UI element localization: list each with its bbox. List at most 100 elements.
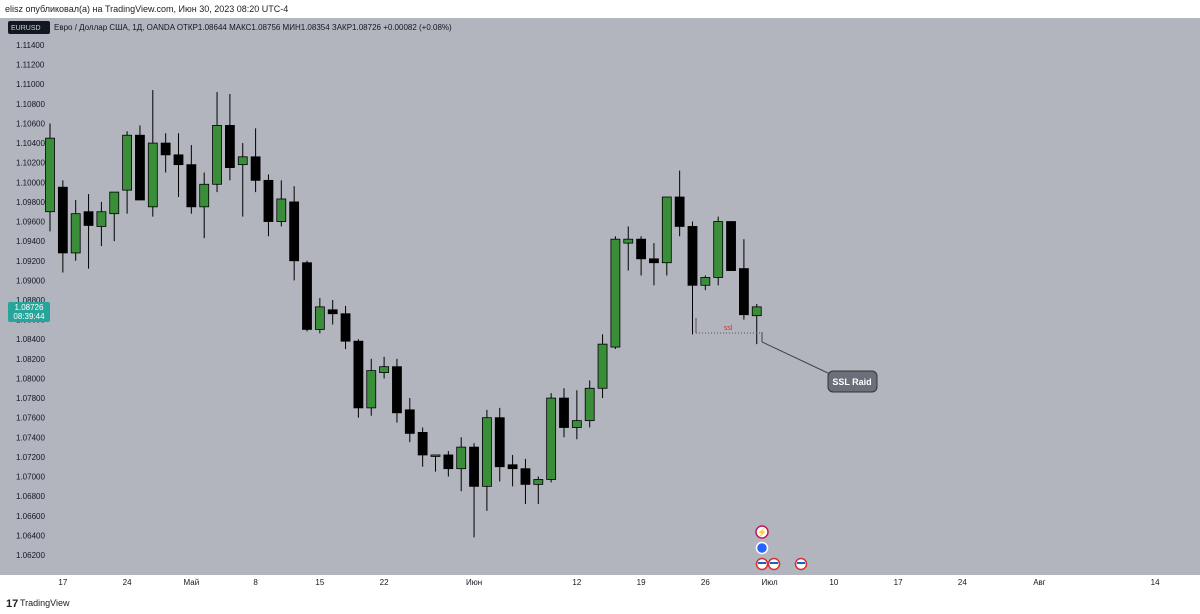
candle-body[interactable] <box>713 221 724 278</box>
candle-body[interactable] <box>571 420 582 428</box>
candle-body[interactable] <box>353 340 364 409</box>
flag-stripe-icon <box>770 562 778 564</box>
flag-stripe-icon <box>758 562 766 564</box>
candle-body[interactable] <box>314 306 325 330</box>
candle-body[interactable] <box>674 196 685 227</box>
x-tick-label: 14 <box>1151 578 1160 587</box>
tradingview-brand[interactable]: TradingView <box>20 598 70 608</box>
x-tick-label: 8 <box>253 578 258 587</box>
candle-body[interactable] <box>340 313 351 342</box>
candle-body[interactable] <box>687 226 698 286</box>
candle-body[interactable] <box>289 201 300 262</box>
candle-body[interactable] <box>160 142 171 156</box>
y-tick-label: 1.07000 <box>16 473 45 482</box>
flag-stripe-icon <box>797 562 805 564</box>
candle-body[interactable] <box>700 277 711 286</box>
y-tick-label: 1.11000 <box>16 80 45 89</box>
current-price-value: 1.08726 <box>15 303 44 312</box>
candle-body[interactable] <box>649 258 659 264</box>
candle-body[interactable] <box>507 464 518 470</box>
candle-body[interactable] <box>636 238 646 260</box>
candle-body[interactable] <box>70 213 81 254</box>
candle-body[interactable] <box>584 387 595 422</box>
ssl-raid-callout[interactable] <box>827 370 878 393</box>
candle-body[interactable] <box>379 366 390 373</box>
candle-body[interactable] <box>57 186 68 254</box>
candle-body[interactable] <box>443 454 454 470</box>
candle-body[interactable] <box>109 191 120 215</box>
candle-body[interactable] <box>417 432 428 456</box>
x-axis: 17 24 Май 8 15 22 Июн 12 19 26 Июл 10 17 24 Авг 14 <box>58 578 1160 587</box>
y-tick-label: 1.09200 <box>16 257 45 266</box>
x-tick-label: Июл <box>761 578 778 587</box>
candle-body[interactable] <box>623 238 634 244</box>
candle-body[interactable] <box>366 370 377 409</box>
current-price-tag <box>8 302 50 322</box>
candle-body[interactable] <box>430 454 441 457</box>
chart-area[interactable] <box>0 18 1200 575</box>
candle-body[interactable] <box>456 446 467 470</box>
publisher-line: elisz опубликовал(а) на TradingView.com,… <box>5 4 289 14</box>
x-tick-label: 15 <box>315 578 324 587</box>
candle-body[interactable] <box>237 156 248 166</box>
candle-body[interactable] <box>224 125 235 168</box>
candle-body[interactable] <box>302 262 312 330</box>
x-tick-label: 26 <box>701 578 710 587</box>
candle-body[interactable] <box>135 134 145 201</box>
tradingview-logo-icon[interactable]: 17 <box>6 598 19 610</box>
y-tick-label: 1.06600 <box>16 512 45 521</box>
x-tick-label: Июн <box>466 578 482 587</box>
candle-body[interactable] <box>481 417 492 487</box>
x-tick-label: Авг <box>1033 578 1046 587</box>
x-tick-label: 12 <box>572 578 581 587</box>
y-tick-label: 1.07400 <box>16 433 45 442</box>
candle-body[interactable] <box>45 137 55 213</box>
y-tick-label: 1.09000 <box>16 276 45 285</box>
candle-body[interactable] <box>327 309 338 315</box>
y-tick-label: 1.09600 <box>16 218 45 227</box>
candle-body[interactable] <box>212 125 222 185</box>
candle-body[interactable] <box>404 409 415 434</box>
candle-body[interactable] <box>726 221 736 271</box>
candle-body[interactable] <box>739 268 749 316</box>
candle-body[interactable] <box>751 306 762 317</box>
candle-body[interactable] <box>186 164 197 208</box>
candle-body[interactable] <box>661 196 672 264</box>
y-tick-label: 1.07600 <box>16 414 45 423</box>
x-tick-label: 17 <box>58 578 67 587</box>
ssl-label: ssl <box>724 325 733 332</box>
dividend-event-icon[interactable] <box>755 525 769 539</box>
ssl-raid-text: SSL Raid <box>832 377 871 387</box>
y-tick-label: 1.11200 <box>16 61 45 70</box>
candle-body[interactable] <box>494 417 505 468</box>
candle-body[interactable] <box>263 179 274 222</box>
candle-body[interactable] <box>546 397 557 480</box>
candle-body[interactable] <box>276 198 287 222</box>
earnings-event-icon[interactable] <box>755 541 769 555</box>
y-tick-label: 1.06200 <box>16 551 45 560</box>
countdown-timer: 08:39:44 <box>13 312 45 321</box>
symbol-box[interactable] <box>8 21 50 34</box>
candle-body[interactable] <box>559 397 569 428</box>
candle-body[interactable] <box>520 468 531 485</box>
candle-body[interactable] <box>83 211 94 226</box>
y-tick-label: 1.10400 <box>16 139 45 148</box>
candle-body[interactable] <box>610 238 621 348</box>
candle-body[interactable] <box>147 142 158 208</box>
candle-body[interactable] <box>173 154 184 166</box>
x-tick-label: 24 <box>958 578 967 587</box>
candle-body[interactable] <box>122 134 132 191</box>
candle-body[interactable] <box>250 156 261 181</box>
candle-body[interactable] <box>469 446 479 487</box>
y-tick-label: 1.09400 <box>16 237 45 246</box>
candle-body[interactable] <box>96 211 107 227</box>
footer: 17 TradingView <box>0 592 1200 614</box>
candle-body[interactable] <box>597 343 608 389</box>
candle-body[interactable] <box>392 366 402 414</box>
candle-body[interactable] <box>533 479 544 485</box>
event-icons: ⚡ <box>755 525 808 571</box>
y-tick-label: 1.06800 <box>16 492 45 501</box>
candle-body[interactable] <box>199 183 210 208</box>
y-tick-label: 1.10600 <box>16 119 45 128</box>
